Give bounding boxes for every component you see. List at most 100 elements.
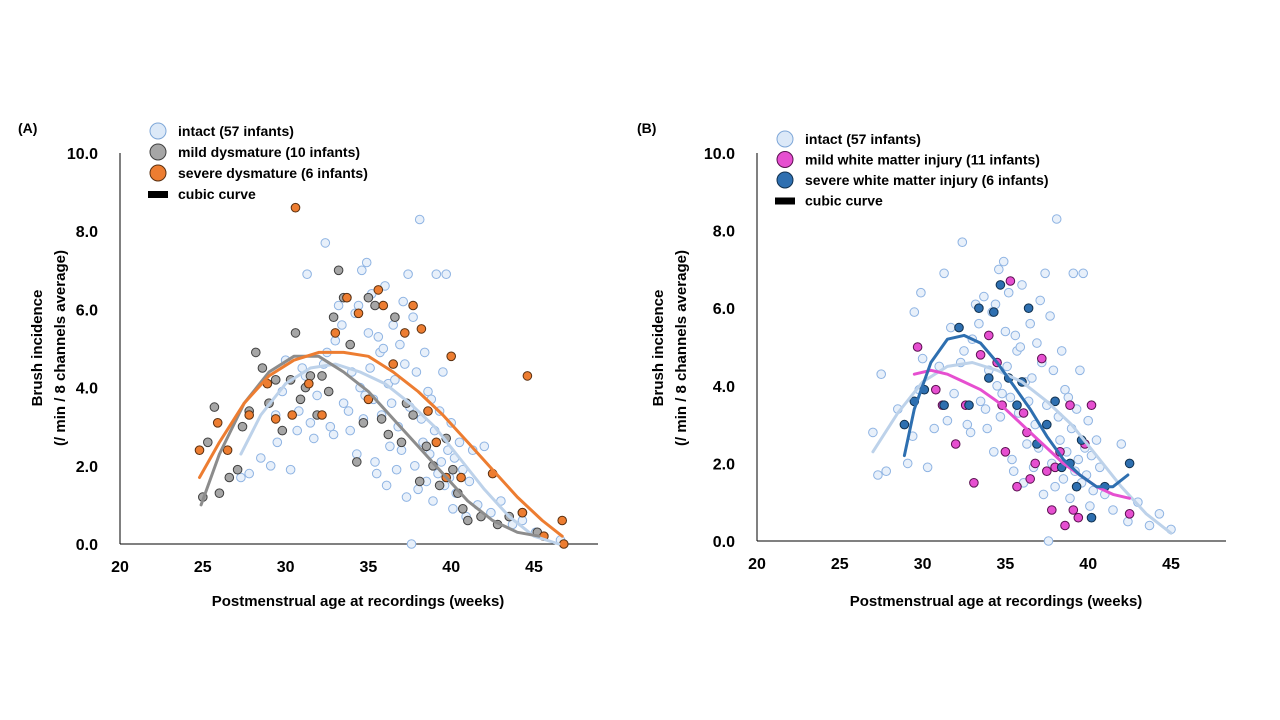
data-point bbox=[1000, 447, 1011, 457]
series-mild-dysmature bbox=[198, 265, 543, 538]
legend-marker bbox=[149, 164, 167, 182]
data-point bbox=[1042, 466, 1052, 477]
data-point bbox=[950, 439, 961, 449]
y-axis-title: Brush incidence bbox=[650, 290, 667, 407]
data-point bbox=[931, 384, 941, 395]
data-point bbox=[373, 332, 384, 342]
data-point bbox=[929, 423, 940, 434]
data-point bbox=[287, 410, 298, 420]
legend-label: cubic curve bbox=[805, 193, 883, 209]
data-point bbox=[431, 269, 442, 280]
data-point bbox=[317, 371, 327, 381]
data-point bbox=[414, 476, 425, 487]
data-point bbox=[922, 462, 933, 473]
y-tick-label: 4.0 bbox=[76, 381, 98, 398]
data-point bbox=[1025, 474, 1035, 484]
data-point bbox=[1144, 520, 1155, 531]
data-point bbox=[1037, 353, 1047, 364]
data-point bbox=[381, 480, 392, 491]
data-point bbox=[454, 437, 465, 448]
data-point bbox=[378, 343, 389, 354]
data-point bbox=[256, 453, 266, 463]
data-point bbox=[396, 445, 407, 456]
data-point bbox=[1086, 512, 1097, 523]
data-point bbox=[285, 464, 296, 475]
data-point bbox=[1002, 361, 1012, 372]
legend-marker bbox=[149, 122, 167, 140]
data-point bbox=[980, 404, 991, 414]
data-point bbox=[411, 367, 422, 377]
y-axis-title: Brush incidence bbox=[29, 290, 46, 407]
data-point bbox=[1073, 454, 1084, 465]
data-point bbox=[881, 466, 892, 477]
y-tick-label: 0.0 bbox=[76, 537, 98, 554]
data-point bbox=[333, 265, 344, 276]
data-point bbox=[959, 346, 969, 356]
data-point bbox=[962, 419, 973, 430]
series-severe-white-matter-injury bbox=[899, 280, 1135, 523]
data-point bbox=[995, 280, 1006, 290]
legend-marker bbox=[148, 191, 168, 198]
data-point bbox=[1073, 512, 1084, 523]
data-point bbox=[396, 437, 407, 448]
legend-label: intact (57 infants) bbox=[805, 131, 921, 147]
data-point bbox=[441, 269, 452, 280]
data-point bbox=[408, 410, 418, 420]
legend-label: mild white matter injury (11 infants) bbox=[805, 152, 1040, 168]
data-point bbox=[328, 312, 339, 323]
data-point bbox=[295, 394, 306, 405]
data-point bbox=[363, 292, 374, 303]
x-tick-label: 45 bbox=[1162, 556, 1180, 573]
data-point bbox=[522, 371, 533, 381]
data-point bbox=[1018, 408, 1029, 418]
data-point bbox=[212, 418, 223, 428]
x-tick-label: 45 bbox=[525, 559, 543, 576]
data-point bbox=[557, 515, 568, 526]
data-point bbox=[975, 396, 986, 407]
data-point bbox=[292, 425, 303, 436]
data-point bbox=[1005, 392, 1016, 403]
data-point bbox=[1017, 280, 1027, 290]
data-point bbox=[1003, 287, 1014, 298]
data-point bbox=[236, 472, 246, 483]
data-point bbox=[1065, 400, 1075, 411]
data-point bbox=[902, 458, 913, 469]
y-tick-label: 8.0 bbox=[76, 224, 98, 241]
data-point bbox=[400, 328, 410, 338]
data-point bbox=[302, 269, 312, 280]
data-point bbox=[438, 367, 448, 377]
y-tick-label: 6.0 bbox=[713, 301, 735, 318]
x-tick-label: 30 bbox=[277, 559, 295, 576]
data-point bbox=[954, 322, 964, 333]
data-point bbox=[361, 257, 372, 268]
data-point bbox=[464, 476, 475, 487]
data-point bbox=[431, 437, 442, 448]
data-point bbox=[419, 347, 430, 358]
y-tick-label: 4.0 bbox=[713, 379, 735, 396]
data-point bbox=[1045, 311, 1055, 321]
data-point bbox=[337, 320, 347, 330]
data-point bbox=[328, 429, 339, 440]
data-point bbox=[413, 484, 423, 495]
data-point bbox=[1035, 295, 1045, 306]
data-point bbox=[388, 320, 399, 330]
data-point bbox=[408, 312, 418, 323]
data-point bbox=[995, 412, 1006, 422]
data-point bbox=[1025, 318, 1035, 329]
curve-intact-fit bbox=[871, 361, 1173, 535]
data-point bbox=[1043, 536, 1054, 546]
data-point bbox=[1005, 276, 1016, 286]
data-point bbox=[942, 415, 953, 426]
data-point bbox=[338, 398, 349, 409]
data-point bbox=[251, 347, 261, 358]
y-tick-label: 2.0 bbox=[713, 456, 735, 473]
legend-label: cubic curve bbox=[178, 186, 256, 202]
data-point bbox=[305, 371, 316, 381]
data-point bbox=[989, 447, 999, 457]
panel-label: (A) bbox=[18, 120, 37, 136]
data-point bbox=[1032, 338, 1042, 348]
x-tick-label: 25 bbox=[194, 559, 212, 576]
x-tick-label: 35 bbox=[360, 559, 378, 576]
y-axis-title: (/ min / 8 channels average) bbox=[673, 250, 690, 446]
curve-severe-dysmature-fit bbox=[198, 350, 564, 538]
